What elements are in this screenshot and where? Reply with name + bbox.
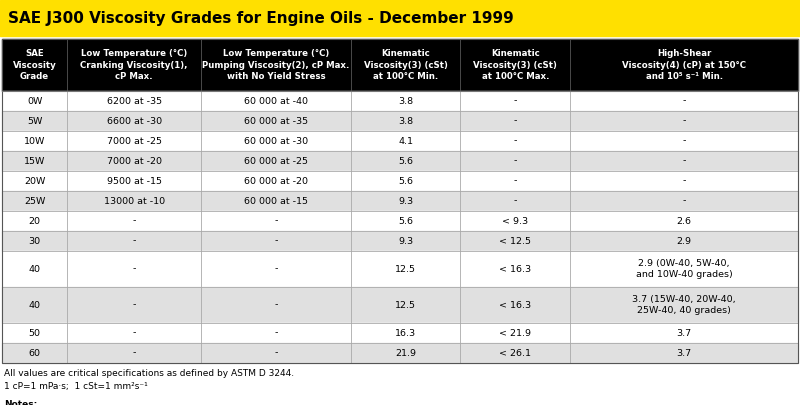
- Text: -: -: [514, 156, 517, 166]
- Text: -: -: [274, 328, 278, 337]
- Text: -: -: [514, 96, 517, 105]
- Text: High-Shear
Viscosity(4) (cP) at 150°C
and 10⁵ s⁻¹ Min.: High-Shear Viscosity(4) (cP) at 150°C an…: [622, 49, 746, 81]
- Text: -: -: [514, 136, 517, 145]
- Text: 2.9 (0W-40, 5W-40,
and 10W-40 grades): 2.9 (0W-40, 5W-40, and 10W-40 grades): [636, 259, 733, 279]
- Bar: [2, 323, 798, 343]
- Text: 12.5: 12.5: [395, 264, 416, 273]
- Bar: [2, 111, 798, 131]
- Text: -: -: [133, 301, 136, 309]
- Text: 60 000 at -40: 60 000 at -40: [244, 96, 308, 105]
- Text: 25W: 25W: [24, 196, 46, 205]
- Text: 6200 at -35: 6200 at -35: [106, 96, 162, 105]
- Text: -: -: [682, 177, 686, 185]
- Text: -: -: [682, 136, 686, 145]
- Bar: [2, 131, 798, 151]
- Text: -: -: [274, 348, 278, 358]
- Bar: [0, 0, 800, 36]
- Text: 5.6: 5.6: [398, 156, 413, 166]
- Text: < 21.9: < 21.9: [499, 328, 531, 337]
- Text: -: -: [133, 264, 136, 273]
- Text: All values are critical specifications as defined by ASTM D 3244.: All values are critical specifications a…: [4, 369, 294, 378]
- Text: -: -: [682, 96, 686, 105]
- Text: -: -: [514, 177, 517, 185]
- Text: 12.5: 12.5: [395, 301, 416, 309]
- Bar: [2, 151, 798, 171]
- Text: -: -: [133, 217, 136, 226]
- Text: 9500 at -15: 9500 at -15: [106, 177, 162, 185]
- Text: 1 cP=1 mPa·s;  1 cSt=1 mm²s⁻¹: 1 cP=1 mPa·s; 1 cSt=1 mm²s⁻¹: [4, 382, 148, 391]
- Text: -: -: [274, 264, 278, 273]
- Bar: [2, 91, 798, 111]
- Text: Low Temperature (°C)
Pumping Viscosity(2), cP Max.
with No Yield Stress: Low Temperature (°C) Pumping Viscosity(2…: [202, 49, 350, 81]
- Bar: [2, 191, 798, 211]
- Text: 60 000 at -15: 60 000 at -15: [244, 196, 308, 205]
- Text: Kinematic
Viscosity(3) (cSt)
at 100°C Min.: Kinematic Viscosity(3) (cSt) at 100°C Mi…: [364, 49, 447, 81]
- Text: 60 000 at -35: 60 000 at -35: [244, 117, 308, 126]
- Text: -: -: [133, 237, 136, 245]
- Text: -: -: [133, 348, 136, 358]
- Text: 5W: 5W: [27, 117, 42, 126]
- Text: < 26.1: < 26.1: [499, 348, 531, 358]
- Text: < 16.3: < 16.3: [499, 264, 531, 273]
- Text: 40: 40: [29, 301, 41, 309]
- Text: -: -: [682, 117, 686, 126]
- Text: 60 000 at -30: 60 000 at -30: [244, 136, 308, 145]
- Text: 3.7 (15W-40, 20W-40,
25W-40, 40 grades): 3.7 (15W-40, 20W-40, 25W-40, 40 grades): [632, 295, 736, 315]
- Text: 16.3: 16.3: [395, 328, 416, 337]
- Text: -: -: [274, 217, 278, 226]
- Text: 9.3: 9.3: [398, 237, 413, 245]
- Bar: [2, 287, 798, 323]
- Text: 7000 at -20: 7000 at -20: [106, 156, 162, 166]
- Text: 20W: 20W: [24, 177, 46, 185]
- Text: 3.7: 3.7: [677, 328, 692, 337]
- Text: 13000 at -10: 13000 at -10: [103, 196, 165, 205]
- Text: SAE
Viscosity
Grade: SAE Viscosity Grade: [13, 49, 57, 81]
- Text: -: -: [133, 328, 136, 337]
- Text: 40: 40: [29, 264, 41, 273]
- Text: 2.9: 2.9: [677, 237, 692, 245]
- Text: 3.8: 3.8: [398, 117, 413, 126]
- Text: 15W: 15W: [24, 156, 46, 166]
- Text: Kinematic
Viscosity(3) (cSt)
at 100°C Max.: Kinematic Viscosity(3) (cSt) at 100°C Ma…: [474, 49, 558, 81]
- Text: 60 000 at -25: 60 000 at -25: [244, 156, 308, 166]
- Text: 5.6: 5.6: [398, 217, 413, 226]
- Bar: [2, 211, 798, 231]
- Text: 3.7: 3.7: [677, 348, 692, 358]
- Text: < 12.5: < 12.5: [499, 237, 531, 245]
- Text: 3.8: 3.8: [398, 96, 413, 105]
- Text: Notes:: Notes:: [4, 400, 38, 405]
- Text: 7000 at -25: 7000 at -25: [106, 136, 162, 145]
- Text: < 9.3: < 9.3: [502, 217, 529, 226]
- Text: 30: 30: [29, 237, 41, 245]
- Text: -: -: [682, 156, 686, 166]
- Text: -: -: [274, 301, 278, 309]
- Text: 60: 60: [29, 348, 41, 358]
- Text: 21.9: 21.9: [395, 348, 416, 358]
- Bar: [2, 231, 798, 251]
- Bar: [2, 251, 798, 287]
- Bar: [2, 39, 798, 363]
- Text: 0W: 0W: [27, 96, 42, 105]
- Text: Low Temperature (°C)
Cranking Viscosity(1),
cP Max.: Low Temperature (°C) Cranking Viscosity(…: [80, 49, 188, 81]
- Text: 5.6: 5.6: [398, 177, 413, 185]
- Text: 20: 20: [29, 217, 41, 226]
- Text: 50: 50: [29, 328, 41, 337]
- Text: 4.1: 4.1: [398, 136, 413, 145]
- Text: -: -: [682, 196, 686, 205]
- Text: 60 000 at -20: 60 000 at -20: [244, 177, 308, 185]
- Text: -: -: [274, 237, 278, 245]
- Text: 10W: 10W: [24, 136, 46, 145]
- Text: 9.3: 9.3: [398, 196, 413, 205]
- Text: SAE J300 Viscosity Grades for Engine Oils - December 1999: SAE J300 Viscosity Grades for Engine Oil…: [8, 11, 514, 26]
- Text: < 16.3: < 16.3: [499, 301, 531, 309]
- Bar: [2, 343, 798, 363]
- Text: -: -: [514, 117, 517, 126]
- Text: -: -: [514, 196, 517, 205]
- Bar: [2, 171, 798, 191]
- Bar: [2, 39, 798, 91]
- Text: 6600 at -30: 6600 at -30: [106, 117, 162, 126]
- Text: 2.6: 2.6: [677, 217, 692, 226]
